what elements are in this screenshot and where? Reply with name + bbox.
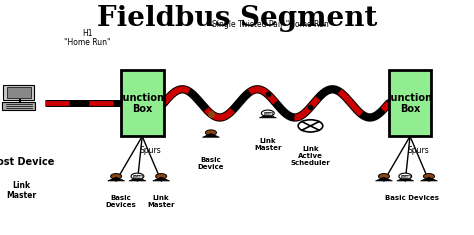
Circle shape [378,173,390,179]
Polygon shape [384,177,392,181]
Polygon shape [153,177,161,181]
Text: Link
Master: Link Master [254,138,282,151]
Text: Basic
Device: Basic Device [198,157,224,170]
Text: "Home Run": "Home Run" [64,38,111,47]
FancyBboxPatch shape [121,70,164,136]
FancyBboxPatch shape [2,102,35,110]
FancyBboxPatch shape [133,175,142,178]
Polygon shape [405,177,414,181]
Circle shape [423,173,435,179]
FancyBboxPatch shape [389,70,431,136]
Text: Junction
Box: Junction Box [388,93,432,114]
Circle shape [298,120,323,132]
Circle shape [155,173,167,179]
Polygon shape [211,133,219,137]
Polygon shape [259,114,268,118]
Text: Junction
Box: Junction Box [120,93,164,114]
Polygon shape [129,177,137,181]
Polygon shape [116,177,125,181]
Text: Spurs: Spurs [408,146,429,155]
Text: Link
Master: Link Master [147,195,175,208]
Polygon shape [420,177,429,181]
Text: LMT: LMT [264,112,272,116]
Polygon shape [429,177,438,181]
Polygon shape [397,177,405,181]
FancyBboxPatch shape [401,175,410,178]
Text: LMT: LMT [401,175,409,179]
Circle shape [110,173,122,179]
Circle shape [262,110,274,116]
Circle shape [131,173,144,180]
FancyBboxPatch shape [3,85,34,100]
Text: Basic
Devices: Basic Devices [106,195,136,208]
Circle shape [399,173,411,180]
Text: H1: H1 [82,29,93,38]
Text: Fieldbus Segment: Fieldbus Segment [97,5,377,32]
Text: Single Twisted Pair "Home Run": Single Twisted Pair "Home Run" [212,20,333,29]
Polygon shape [375,177,384,181]
Polygon shape [161,177,170,181]
Polygon shape [202,133,211,137]
Text: Spurs: Spurs [140,146,162,155]
Text: LMT: LMT [134,175,141,179]
Circle shape [205,130,217,135]
FancyBboxPatch shape [264,112,272,115]
Polygon shape [268,114,276,118]
Text: Link
Active
Scheduler: Link Active Scheduler [291,146,330,166]
Text: Link
Master: Link Master [6,181,36,200]
FancyBboxPatch shape [7,87,31,98]
Polygon shape [108,177,116,181]
Polygon shape [137,177,146,181]
Text: Host Device: Host Device [0,157,54,168]
Text: Basic Devices: Basic Devices [385,195,439,201]
